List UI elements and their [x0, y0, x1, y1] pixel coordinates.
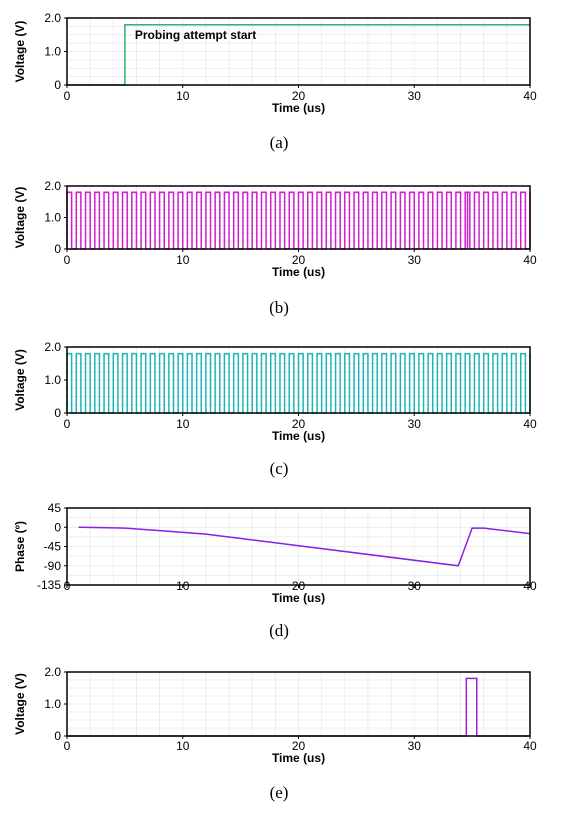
x-tick-label: 20	[292, 739, 306, 753]
caption: (e)	[270, 783, 289, 802]
x-axis-label: Time (us)	[272, 429, 325, 443]
x-tick-label: 20	[292, 253, 306, 267]
x-tick-label: 40	[523, 579, 537, 593]
caption: (a)	[270, 133, 289, 152]
series-line	[78, 526, 531, 567]
chart-d: 0 10 20 30 40 -135 -90 -45 0 45 Time (us) Phase (º)…	[13, 501, 537, 640]
x-tick-label: 20	[292, 579, 306, 593]
y-tick-label: 1.0	[44, 697, 61, 711]
series-line	[66, 191, 531, 250]
x-tick-label: 40	[523, 89, 537, 103]
grid	[66, 507, 531, 586]
y-tick-label: 0	[54, 242, 61, 256]
chart-a: 0 10 20 30 40 0 1.0 2.0 Time (us) Voltage (V) Prob…	[13, 11, 537, 152]
x-tick-label: 20	[292, 89, 306, 103]
y-tick-label: 1.0	[44, 373, 61, 387]
x-axis-label: Time (us)	[272, 591, 325, 605]
y-tick-label: 1.0	[44, 211, 61, 225]
chart-b: 0 10 20 30 40 0 1.0 2.0 Time (us) Voltage (V) (b)	[13, 179, 537, 317]
annotation: Probing attempt start	[135, 28, 256, 42]
x-tick-label: 0	[64, 253, 71, 267]
x-axis-label: Time (us)	[272, 751, 325, 765]
x-tick-label: 30	[408, 417, 422, 431]
chart-c: 0 10 20 30 40 0 1.0 2.0 Time (us) Voltage (V) (c)	[13, 340, 537, 478]
caption: (d)	[269, 621, 289, 640]
y-tick-label: 1.0	[44, 45, 61, 59]
x-tick-label: 0	[64, 579, 71, 593]
y-tick-label: -90	[44, 559, 62, 573]
x-tick-label: 10	[176, 739, 190, 753]
x-tick-label: 10	[176, 253, 190, 267]
series-line	[66, 352, 531, 414]
chart-e: 0 10 20 30 40 0 1.0 2.0 Time (us) Voltage (V) (e)	[13, 665, 537, 802]
y-tick-label: 0	[54, 406, 61, 420]
y-tick-label: 2.0	[44, 340, 61, 354]
x-tick-label: 10	[176, 89, 190, 103]
y-axis-label: Voltage (V)	[13, 21, 27, 83]
y-tick-label: 2.0	[44, 665, 61, 679]
y-tick-label: -45	[44, 540, 62, 554]
x-tick-label: 0	[64, 89, 71, 103]
caption: (c)	[270, 459, 289, 478]
y-axis-label: Voltage (V)	[13, 349, 27, 411]
x-axis-label: Time (us)	[272, 265, 325, 279]
x-tick-label: 40	[523, 417, 537, 431]
caption: (b)	[269, 298, 289, 317]
x-tick-label: 10	[176, 417, 190, 431]
y-tick-label: 2.0	[44, 11, 61, 25]
grid	[66, 671, 531, 737]
x-axis-label: Time (us)	[272, 101, 325, 115]
x-tick-label: 20	[292, 417, 306, 431]
x-tick-label: 0	[64, 739, 71, 753]
y-axis-label: Voltage (V)	[13, 187, 27, 249]
y-tick-label: -135	[37, 578, 61, 592]
x-tick-label: 40	[523, 739, 537, 753]
y-axis-label: Phase (º)	[13, 521, 27, 572]
x-tick-label: 30	[408, 579, 422, 593]
x-tick-label: 30	[408, 739, 422, 753]
y-tick-label: 45	[48, 501, 62, 515]
y-tick-label: 0	[54, 78, 61, 92]
x-tick-label: 40	[523, 253, 537, 267]
y-tick-label: 2.0	[44, 179, 61, 193]
x-tick-label: 0	[64, 417, 71, 431]
y-axis-label: Voltage (V)	[13, 673, 27, 735]
y-tick-label: 0	[54, 520, 61, 534]
x-tick-label: 30	[408, 89, 422, 103]
x-tick-label: 30	[408, 253, 422, 267]
y-tick-label: 0	[54, 729, 61, 743]
x-tick-label: 10	[176, 579, 190, 593]
